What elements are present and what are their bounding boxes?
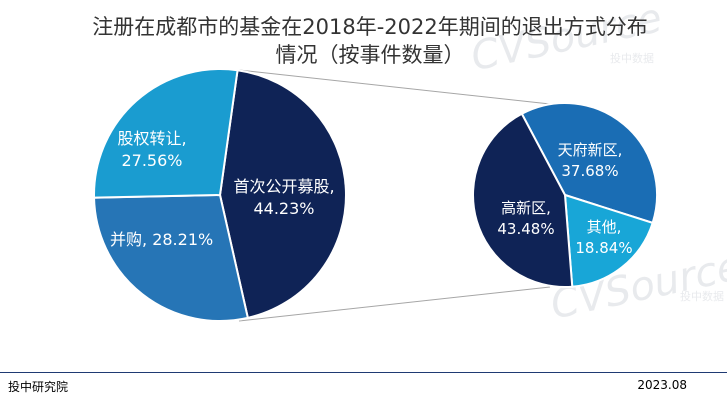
- label-tianfu-name: 天府新区,: [558, 141, 623, 159]
- label-other-name: 其他,: [587, 218, 622, 236]
- label-ipo-name: 首次公开募股,: [233, 177, 334, 196]
- main-pie-slice-1: [218, 69, 347, 320]
- footer-date: 2023.08: [637, 378, 687, 392]
- label-tianfu-value: 37.68%: [561, 162, 618, 180]
- label-gaoxin-value: 43.48%: [497, 220, 554, 238]
- label-other-value: 18.84%: [575, 239, 632, 257]
- secondary-pie: [472, 102, 658, 288]
- main-pie-slice-2: [93, 193, 250, 322]
- label-equity-transfer-name: 股权转让,: [117, 129, 186, 148]
- label-equity-transfer-value: 27.56%: [121, 151, 182, 170]
- secondary-pie-slice-1: [520, 102, 658, 225]
- main-pie-slice-3: [93, 68, 239, 199]
- label-gaoxin-name: 高新区,: [501, 199, 551, 217]
- footer-divider: [0, 372, 727, 373]
- connector-line-top: [238, 69, 551, 105]
- chart-title-line-1: 注册在成都市的基金在2018年-2022年期间的退出方式分布: [92, 15, 647, 39]
- secondary-pie-slice-3: [472, 112, 574, 288]
- main-pie: [93, 68, 347, 322]
- label-mna: 并购, 28.21%: [110, 230, 213, 249]
- connector-line-bottom: [238, 286, 551, 322]
- watermark-sub-bottom: 投中数据: [680, 289, 724, 303]
- chart-title-line-2: 情况（按事件数量）: [276, 43, 465, 67]
- footer-source: 投中研究院: [8, 380, 69, 394]
- watermark-brand-top: CVSource: [467, 0, 666, 80]
- label-ipo-value: 44.23%: [253, 199, 314, 218]
- watermark-sub-top: 投中数据: [610, 51, 654, 65]
- secondary-pie-slice-2: [563, 193, 654, 288]
